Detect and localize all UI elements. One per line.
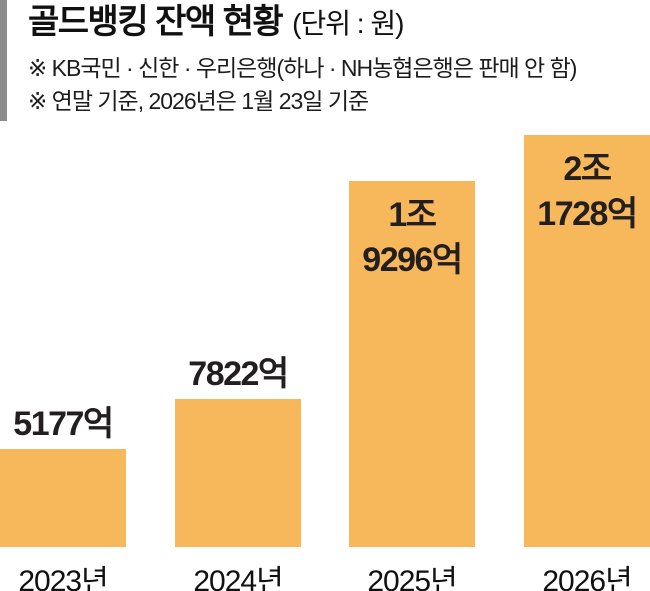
note-date-basis: ※ 연말 기준, 2026년은 1월 23일 기준: [28, 88, 369, 114]
bar-value-label-line: 5177억: [13, 405, 114, 443]
bar-2026년: 2조 1728억 2026년: [522, 135, 650, 591]
bar-2024년: 7822억 2024년: [175, 355, 301, 591]
chart-title: 골드뱅킹 잔액 현황: [28, 3, 284, 41]
bar-value-label: 5177억: [0, 404, 146, 444]
unit-label: (단위 : 원): [292, 8, 404, 39]
bar-category-label: 2026년: [542, 565, 632, 591]
bar-2025년: 1조 9296억 2025년: [347, 181, 477, 591]
note-banks-included: ※ KB국민 · 신한 · 우리은행(하나 · NH농협은행은 판매 안 함): [28, 55, 577, 81]
bar-value-label: 7822억: [155, 354, 321, 394]
bar-value-label: 1조 9296억: [347, 193, 477, 283]
bar-value-label-line: 1조: [388, 196, 437, 234]
bar-value-label-line: 9296억: [362, 241, 463, 279]
bar-value-label-line: 1728억: [537, 195, 638, 233]
bar-value-label-line: 2조: [563, 150, 612, 188]
chart-header: 골드뱅킹 잔액 현황 (단위 : 원) ※ KB국민 · 신한 · 우리은행(하…: [28, 2, 646, 118]
bar-category-label: 2023년: [18, 565, 108, 591]
bar-category-label: 2025년: [367, 565, 457, 591]
footnotes: ※ KB국민 · 신한 · 우리은행(하나 · NH농협은행은 판매 안 함) …: [28, 52, 646, 118]
bar-2023년: 5177억 2023년: [0, 405, 126, 591]
title-row: 골드뱅킹 잔액 현황 (단위 : 원): [28, 2, 646, 43]
bar-category-label: 2024년: [193, 565, 283, 591]
bar-value-label: 2조 1728억: [522, 147, 650, 237]
left-accent-strip: [0, 0, 7, 121]
bar-value-label-line: 7822억: [188, 355, 289, 393]
